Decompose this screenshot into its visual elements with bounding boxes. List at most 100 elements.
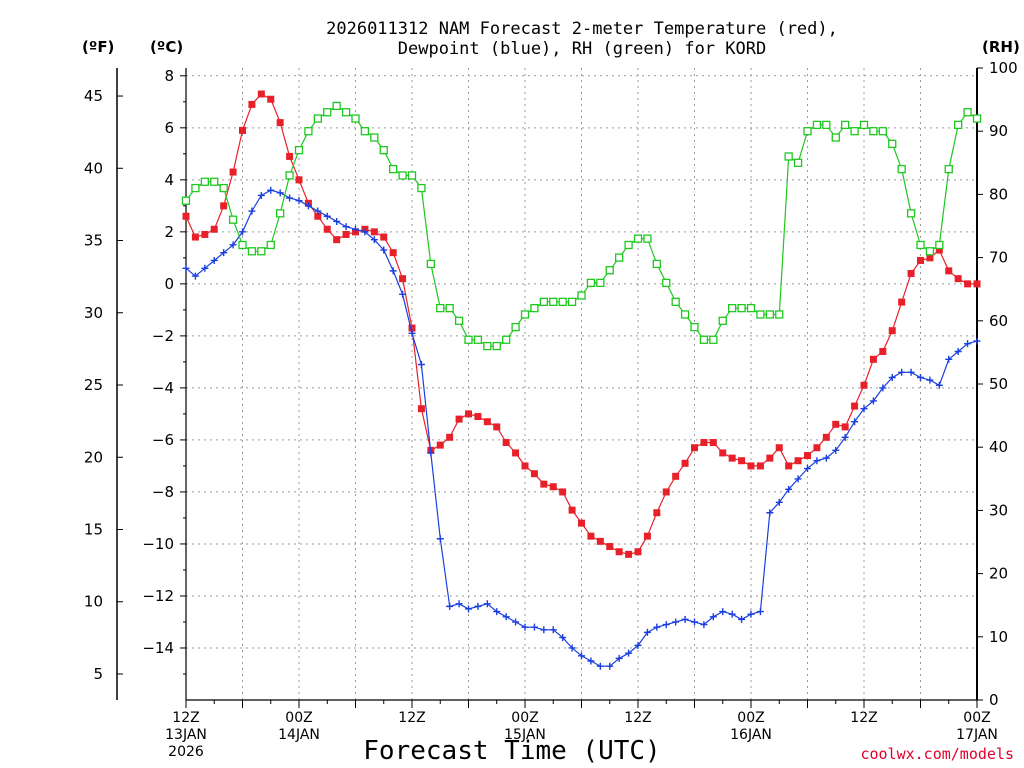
data-point <box>399 290 407 298</box>
data-point <box>380 233 388 241</box>
data-point <box>596 278 605 288</box>
data-point <box>586 278 596 288</box>
data-point <box>304 202 312 210</box>
data-point <box>417 183 426 193</box>
data-point <box>436 304 445 313</box>
data-point <box>878 127 887 136</box>
rh-tick-label: 70 <box>989 249 1008 267</box>
data-point <box>267 95 275 103</box>
data-point <box>417 405 425 413</box>
data-point <box>465 605 472 613</box>
data-point <box>653 623 661 631</box>
data-point <box>718 316 727 325</box>
data-point <box>559 488 567 496</box>
data-point <box>935 240 944 250</box>
data-point <box>615 548 623 556</box>
x-tick-label: 12Z <box>172 710 199 726</box>
x-tick-label: 13JAN <box>165 727 207 743</box>
celsius-tick-label: −2 <box>152 327 174 345</box>
data-point <box>746 304 756 313</box>
data-point <box>935 381 943 389</box>
data-point <box>539 297 548 306</box>
fahrenheit-tick-label: 5 <box>93 665 103 683</box>
data-point <box>841 433 849 441</box>
data-point <box>568 644 576 652</box>
data-point <box>577 291 586 300</box>
data-point <box>926 376 934 384</box>
data-series <box>181 90 982 670</box>
data-point <box>587 657 595 665</box>
rh-tick-label: 10 <box>989 628 1008 646</box>
data-point <box>897 164 906 174</box>
data-point <box>238 240 247 250</box>
data-point <box>869 127 878 136</box>
data-point <box>455 600 463 608</box>
celsius-tick-label: −10 <box>142 535 174 553</box>
data-point <box>352 225 359 233</box>
data-point <box>812 120 822 130</box>
data-point <box>972 114 982 123</box>
fahrenheit-tick-label: 15 <box>84 521 103 539</box>
data-point <box>417 360 425 368</box>
data-point <box>888 139 897 148</box>
data-point <box>276 189 284 197</box>
data-point <box>615 654 623 662</box>
x-tick-label: 00Z <box>963 710 990 726</box>
data-point <box>201 264 209 272</box>
data-point <box>954 347 962 355</box>
x-tick-label: 00Z <box>737 710 764 726</box>
data-point <box>399 275 407 283</box>
data-point <box>408 329 416 337</box>
data-point <box>888 327 896 335</box>
data-point <box>738 457 746 465</box>
data-point <box>389 164 398 174</box>
data-point <box>831 133 840 142</box>
tick-labels: 86420−2−4−6−8−10−12−14454035302520151051… <box>84 59 1018 760</box>
data-point <box>323 108 332 117</box>
data-point <box>793 158 803 167</box>
data-point <box>511 322 520 332</box>
data-point <box>859 120 869 130</box>
data-point <box>794 475 802 483</box>
data-point <box>841 120 850 130</box>
data-point <box>239 126 246 134</box>
data-point <box>605 266 614 275</box>
celsius-tick-label: 2 <box>164 223 174 241</box>
fahrenheit-tick-label: 40 <box>84 159 103 177</box>
data-point <box>285 171 294 180</box>
x-tick-label: 12Z <box>398 710 425 726</box>
rh-tick-label: 100 <box>989 59 1018 77</box>
data-point <box>220 202 228 210</box>
data-point <box>925 247 935 256</box>
data-point <box>832 446 840 454</box>
data-point <box>935 246 943 254</box>
axes <box>116 67 983 708</box>
celsius-tick-label: −12 <box>142 587 174 605</box>
x-tick-label: 12Z <box>850 710 877 726</box>
data-point <box>512 449 520 457</box>
data-point <box>699 335 709 344</box>
data-point <box>662 278 671 288</box>
data-point <box>615 253 624 262</box>
data-point <box>266 240 275 250</box>
data-point <box>465 410 472 418</box>
data-point <box>681 615 689 623</box>
data-point <box>944 164 953 174</box>
data-point <box>756 310 765 319</box>
data-point <box>483 418 491 426</box>
data-point <box>549 297 558 306</box>
data-point <box>558 297 567 306</box>
data-point <box>906 209 916 218</box>
data-point <box>323 225 331 233</box>
data-point <box>945 267 953 275</box>
data-point <box>926 254 934 262</box>
celsius-tick-label: 6 <box>164 119 174 137</box>
data-point <box>860 405 868 413</box>
data-point <box>964 340 972 348</box>
data-point <box>257 247 266 256</box>
data-point <box>804 452 811 460</box>
data-point <box>879 384 887 392</box>
rh-tick-label: 50 <box>989 375 1008 393</box>
data-point <box>973 280 981 288</box>
